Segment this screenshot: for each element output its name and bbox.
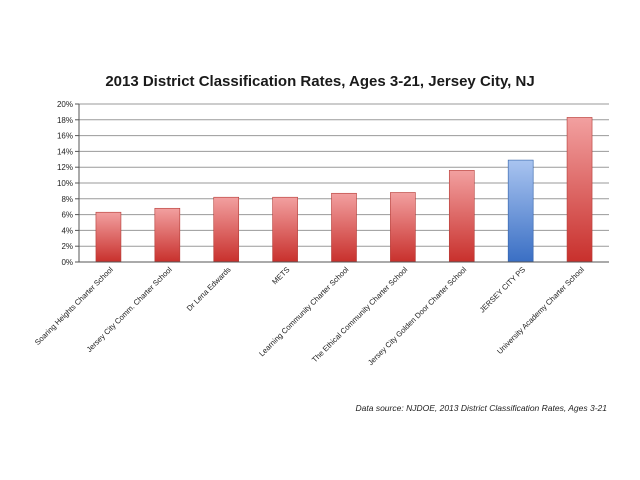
y-tick-label: 2% <box>61 242 73 251</box>
category-label: Dr Lena Edwards <box>185 265 233 313</box>
bar-4 <box>272 196 298 263</box>
y-tick-label: 12% <box>57 163 73 172</box>
bar-9 <box>566 117 593 263</box>
y-tick-label: 16% <box>57 132 73 141</box>
y-tick-label: 10% <box>57 179 73 188</box>
bar-1 <box>95 211 122 263</box>
bar-2 <box>154 207 181 263</box>
chart-title: 2013 District Classification Rates, Ages… <box>105 73 534 90</box>
category-label: JERSEY CITY PS <box>478 265 527 314</box>
y-tick-label: 0% <box>61 258 73 267</box>
axes: 0% 2% 4% 6% 8% 10% 12% 14% 16% 18% 20% <box>57 100 609 267</box>
y-tick-label: 4% <box>61 226 73 235</box>
y-tick-label: 6% <box>61 211 73 220</box>
category-label: The Ethical Community Charter School <box>310 265 409 364</box>
data-source-note: Data source: NJDOE, 2013 District Classi… <box>356 403 608 413</box>
y-tick-label: 20% <box>57 100 73 109</box>
bar-5 <box>331 192 357 263</box>
bar-6 <box>390 192 416 263</box>
category-label: Jersey City Golden Door Charter School <box>366 265 468 367</box>
y-tick-label: 8% <box>61 195 73 204</box>
bar-7 <box>448 170 475 263</box>
y-tick-label: 18% <box>57 116 73 125</box>
y-tick-label: 14% <box>57 147 73 156</box>
bar-8 <box>507 159 534 263</box>
category-label: METS <box>270 265 291 286</box>
bar-3 <box>213 196 240 263</box>
bars <box>95 117 593 263</box>
